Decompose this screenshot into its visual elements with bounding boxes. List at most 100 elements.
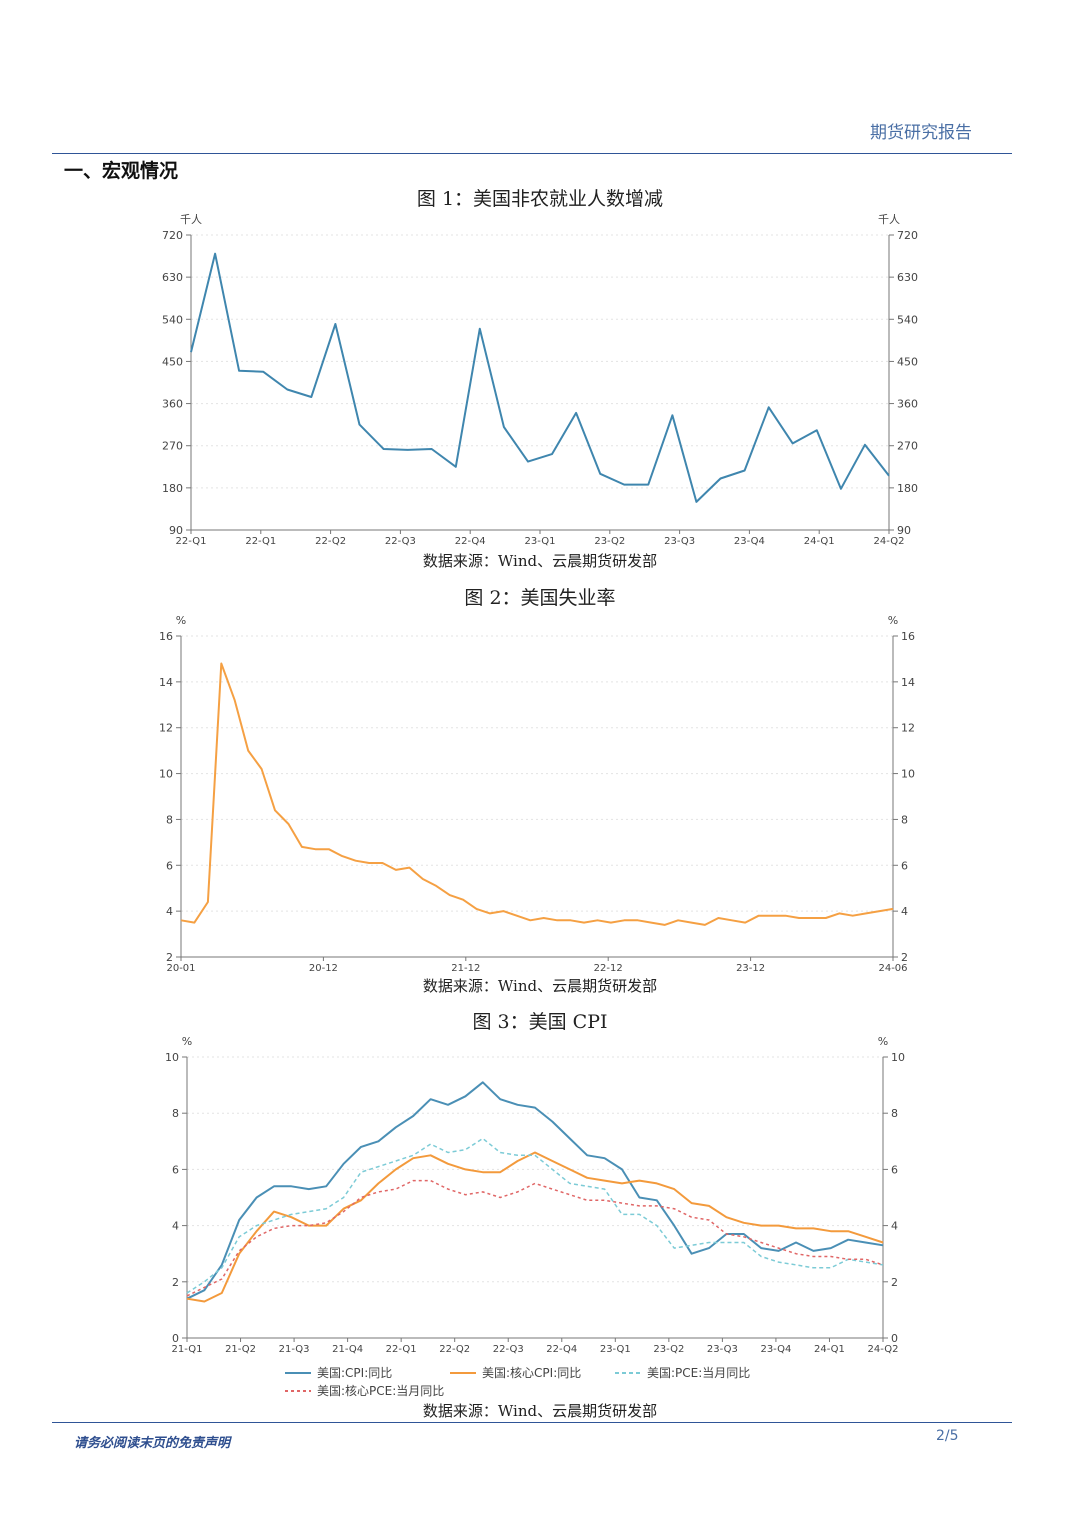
series-line-1 xyxy=(186,1151,884,1303)
y-tick-label-right: 6 xyxy=(891,1163,898,1176)
y-tick-label-right: 4 xyxy=(901,905,908,918)
y-unit-left: 千人 xyxy=(180,213,202,226)
y-tick-label-left: 4 xyxy=(172,1220,179,1233)
x-tick-label: 23-Q1 xyxy=(525,536,556,547)
x-tick-label: 23-Q4 xyxy=(734,536,765,547)
x-tick-label: 22-Q3 xyxy=(493,1344,524,1355)
y-tick-label-right: 12 xyxy=(901,722,915,735)
x-tick-label: 20-12 xyxy=(309,963,338,974)
x-tick-label: 22-Q4 xyxy=(546,1344,577,1355)
figure-2-source: 数据来源：Wind、云晨期货研发部 xyxy=(422,977,658,995)
x-tick-label: 23-Q2 xyxy=(653,1344,684,1355)
series-line-2 xyxy=(186,1137,884,1294)
y-tick-label-right: 8 xyxy=(891,1107,898,1120)
figure-1-title: 图 1：美国非农就业人数增减 xyxy=(416,188,664,210)
x-tick-label: 23-Q1 xyxy=(600,1344,631,1355)
y-tick-label-left: 2 xyxy=(172,1276,179,1289)
x-tick-label: 21-Q2 xyxy=(225,1344,256,1355)
y-tick-label-left: 180 xyxy=(162,482,183,495)
y-tick-label-right: 14 xyxy=(901,676,915,689)
y-tick-label-right: 2 xyxy=(891,1276,898,1289)
y-tick-label-left: 10 xyxy=(165,1051,179,1064)
y-tick-label-left: 540 xyxy=(162,313,183,326)
y-tick-label-left: 14 xyxy=(159,676,173,689)
y-tick-label-left: 270 xyxy=(162,440,183,453)
x-tick-label: 24-Q2 xyxy=(868,1344,899,1355)
y-tick-label-right: 360 xyxy=(897,398,918,411)
x-tick-label: 22-Q3 xyxy=(385,536,416,547)
y-unit-right: % xyxy=(878,1035,888,1048)
section-title: 一、宏观情况 xyxy=(64,160,179,182)
page-number: 2/5 xyxy=(936,1428,959,1444)
y-unit-right: 千人 xyxy=(878,213,900,226)
report-type-label: 期货研究报告 xyxy=(870,123,972,143)
x-tick-label: 23-Q3 xyxy=(707,1344,738,1355)
y-tick-label-left: 720 xyxy=(162,229,183,242)
x-tick-label: 23-Q3 xyxy=(664,536,695,547)
x-tick-label: 20-01 xyxy=(166,963,195,974)
x-tick-label: 24-Q1 xyxy=(814,1344,845,1355)
legend-label: 美国:PCE:当月同比 xyxy=(647,1366,750,1380)
unemployment-rate-chart: 2 2 4 4 6 6 8 8 10 10 12 12 14 14 16 16% % 20-01 20-12 21-1… xyxy=(159,614,915,974)
x-tick-label: 23-Q4 xyxy=(760,1344,791,1355)
y-tick-label-right: 720 xyxy=(897,229,918,242)
y-tick-label-right: 90 xyxy=(897,524,911,537)
x-tick-label: 23-12 xyxy=(736,963,765,974)
figure-3-title: 图 3：美国 CPI xyxy=(472,1011,608,1033)
x-tick-label: 21-Q4 xyxy=(332,1344,363,1355)
y-tick-label-right: 2 xyxy=(901,951,908,964)
y-tick-label-right: 16 xyxy=(901,630,915,643)
x-tick-label: 22-Q2 xyxy=(315,536,346,547)
y-tick-label-right: 0 xyxy=(891,1332,898,1345)
y-tick-label-right: 540 xyxy=(897,313,918,326)
y-tick-label-left: 6 xyxy=(166,859,173,872)
x-tick-label: 21-Q1 xyxy=(172,1344,203,1355)
footer-divider xyxy=(52,1422,1012,1423)
x-tick-label: 22-12 xyxy=(594,963,623,974)
legend-label: 美国:CPI:同比 xyxy=(317,1366,392,1380)
disclaimer-note: 请务必阅读末页的免责声明 xyxy=(74,1436,231,1451)
x-tick-label: 22-Q1 xyxy=(245,536,276,547)
series-line-0 xyxy=(186,1081,884,1300)
figure-1-source: 数据来源：Wind、云晨期货研发部 xyxy=(422,552,658,570)
y-unit-left: % xyxy=(176,614,186,627)
us-cpi-chart: 0 0 2 2 4 4 6 6 8 8 10 10% % 21-Q1 21-Q2 21-Q3 21-Q4 22-Q… xyxy=(165,1035,905,1398)
y-tick-label-left: 12 xyxy=(159,722,173,735)
y-unit-left: % xyxy=(182,1035,192,1048)
x-tick-label: 24-Q2 xyxy=(874,536,905,547)
x-tick-label: 21-Q3 xyxy=(279,1344,310,1355)
y-tick-label-left: 16 xyxy=(159,630,173,643)
header-divider xyxy=(52,153,1012,154)
y-tick-label-right: 630 xyxy=(897,271,918,284)
y-tick-label-right: 10 xyxy=(891,1051,905,1064)
y-tick-label-left: 90 xyxy=(169,524,183,537)
series-line-0 xyxy=(180,662,894,926)
y-tick-label-left: 8 xyxy=(166,813,173,826)
y-tick-label-left: 4 xyxy=(166,905,173,918)
x-tick-label: 22-Q2 xyxy=(439,1344,470,1355)
y-tick-label-right: 270 xyxy=(897,440,918,453)
series-line-3 xyxy=(186,1179,884,1297)
y-tick-label-left: 8 xyxy=(172,1107,179,1120)
y-tick-label-left: 10 xyxy=(159,768,173,781)
x-tick-label: 22-Q4 xyxy=(455,536,486,547)
y-tick-label-right: 4 xyxy=(891,1220,898,1233)
legend-label: 美国:核心PCE:当月同比 xyxy=(317,1384,444,1398)
nonfarm-payrolls-chart: 90 90 180 180 270 270 360 360 450 450 540 540 630 630… xyxy=(162,213,918,547)
y-tick-label-left: 630 xyxy=(162,271,183,284)
y-tick-label-left: 360 xyxy=(162,398,183,411)
x-tick-label: 23-Q2 xyxy=(594,536,625,547)
x-tick-label: 24-Q1 xyxy=(804,536,835,547)
series-line-0 xyxy=(190,252,890,503)
y-tick-label-right: 8 xyxy=(901,813,908,826)
figure-3-source: 数据来源：Wind、云晨期货研发部 xyxy=(422,1402,658,1420)
legend-label: 美国:核心CPI:同比 xyxy=(482,1366,581,1380)
x-tick-label: 22-Q1 xyxy=(386,1344,417,1355)
figure-2-title: 图 2：美国失业率 xyxy=(464,587,616,609)
x-tick-label: 22-Q1 xyxy=(176,536,207,547)
y-tick-label-left: 450 xyxy=(162,355,183,368)
x-tick-label: 21-12 xyxy=(451,963,480,974)
y-tick-label-right: 10 xyxy=(901,768,915,781)
y-tick-label-left: 6 xyxy=(172,1163,179,1176)
y-tick-label-left: 2 xyxy=(166,951,173,964)
